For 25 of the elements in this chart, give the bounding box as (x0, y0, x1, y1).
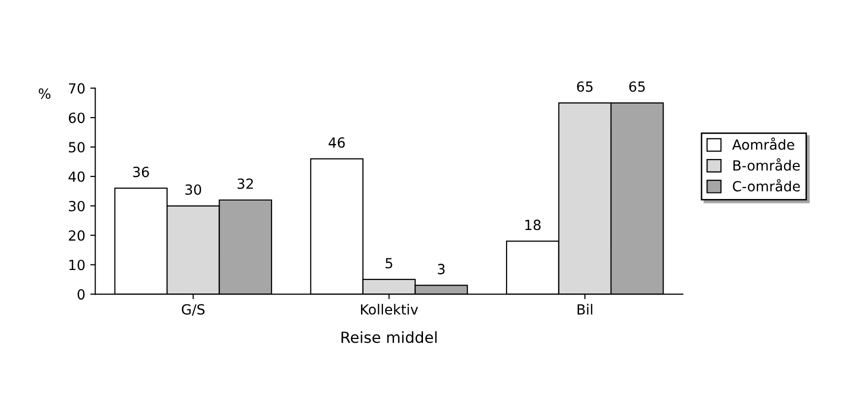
y-tick-label: 40 (68, 171, 85, 182)
y-tick-label: 30 (68, 200, 85, 212)
y-tick-label: 50 (68, 142, 85, 152)
data-label: 32 (238, 178, 253, 189)
y-tick-label: 20 (68, 230, 85, 241)
y-axis-title: % (38, 88, 50, 99)
x-axis-title: Reise middel (342, 331, 437, 344)
data-label: 5 (386, 258, 392, 268)
legend-label: C-område (732, 179, 800, 192)
x-tick-label: G/S (182, 304, 205, 316)
data-label: 36 (133, 166, 149, 178)
legend-label: Aområde (732, 137, 794, 150)
x-tick-label: Bil (578, 304, 592, 314)
y-tick-label: 0 (78, 289, 85, 300)
y-tick-label: 10 (69, 260, 85, 270)
data-label: 3 (438, 264, 445, 274)
data-label: 65 (577, 81, 593, 92)
legend-label: B-område (733, 158, 800, 171)
data-label: 46 (328, 137, 345, 148)
y-tick-label: 70 (69, 83, 85, 94)
data-label: 30 (185, 184, 202, 195)
data-label: 65 (629, 81, 645, 92)
x-tick-label: Kollektiv (361, 304, 418, 315)
y-tick-label: 60 (68, 112, 85, 124)
data-label: 18 (525, 220, 541, 230)
